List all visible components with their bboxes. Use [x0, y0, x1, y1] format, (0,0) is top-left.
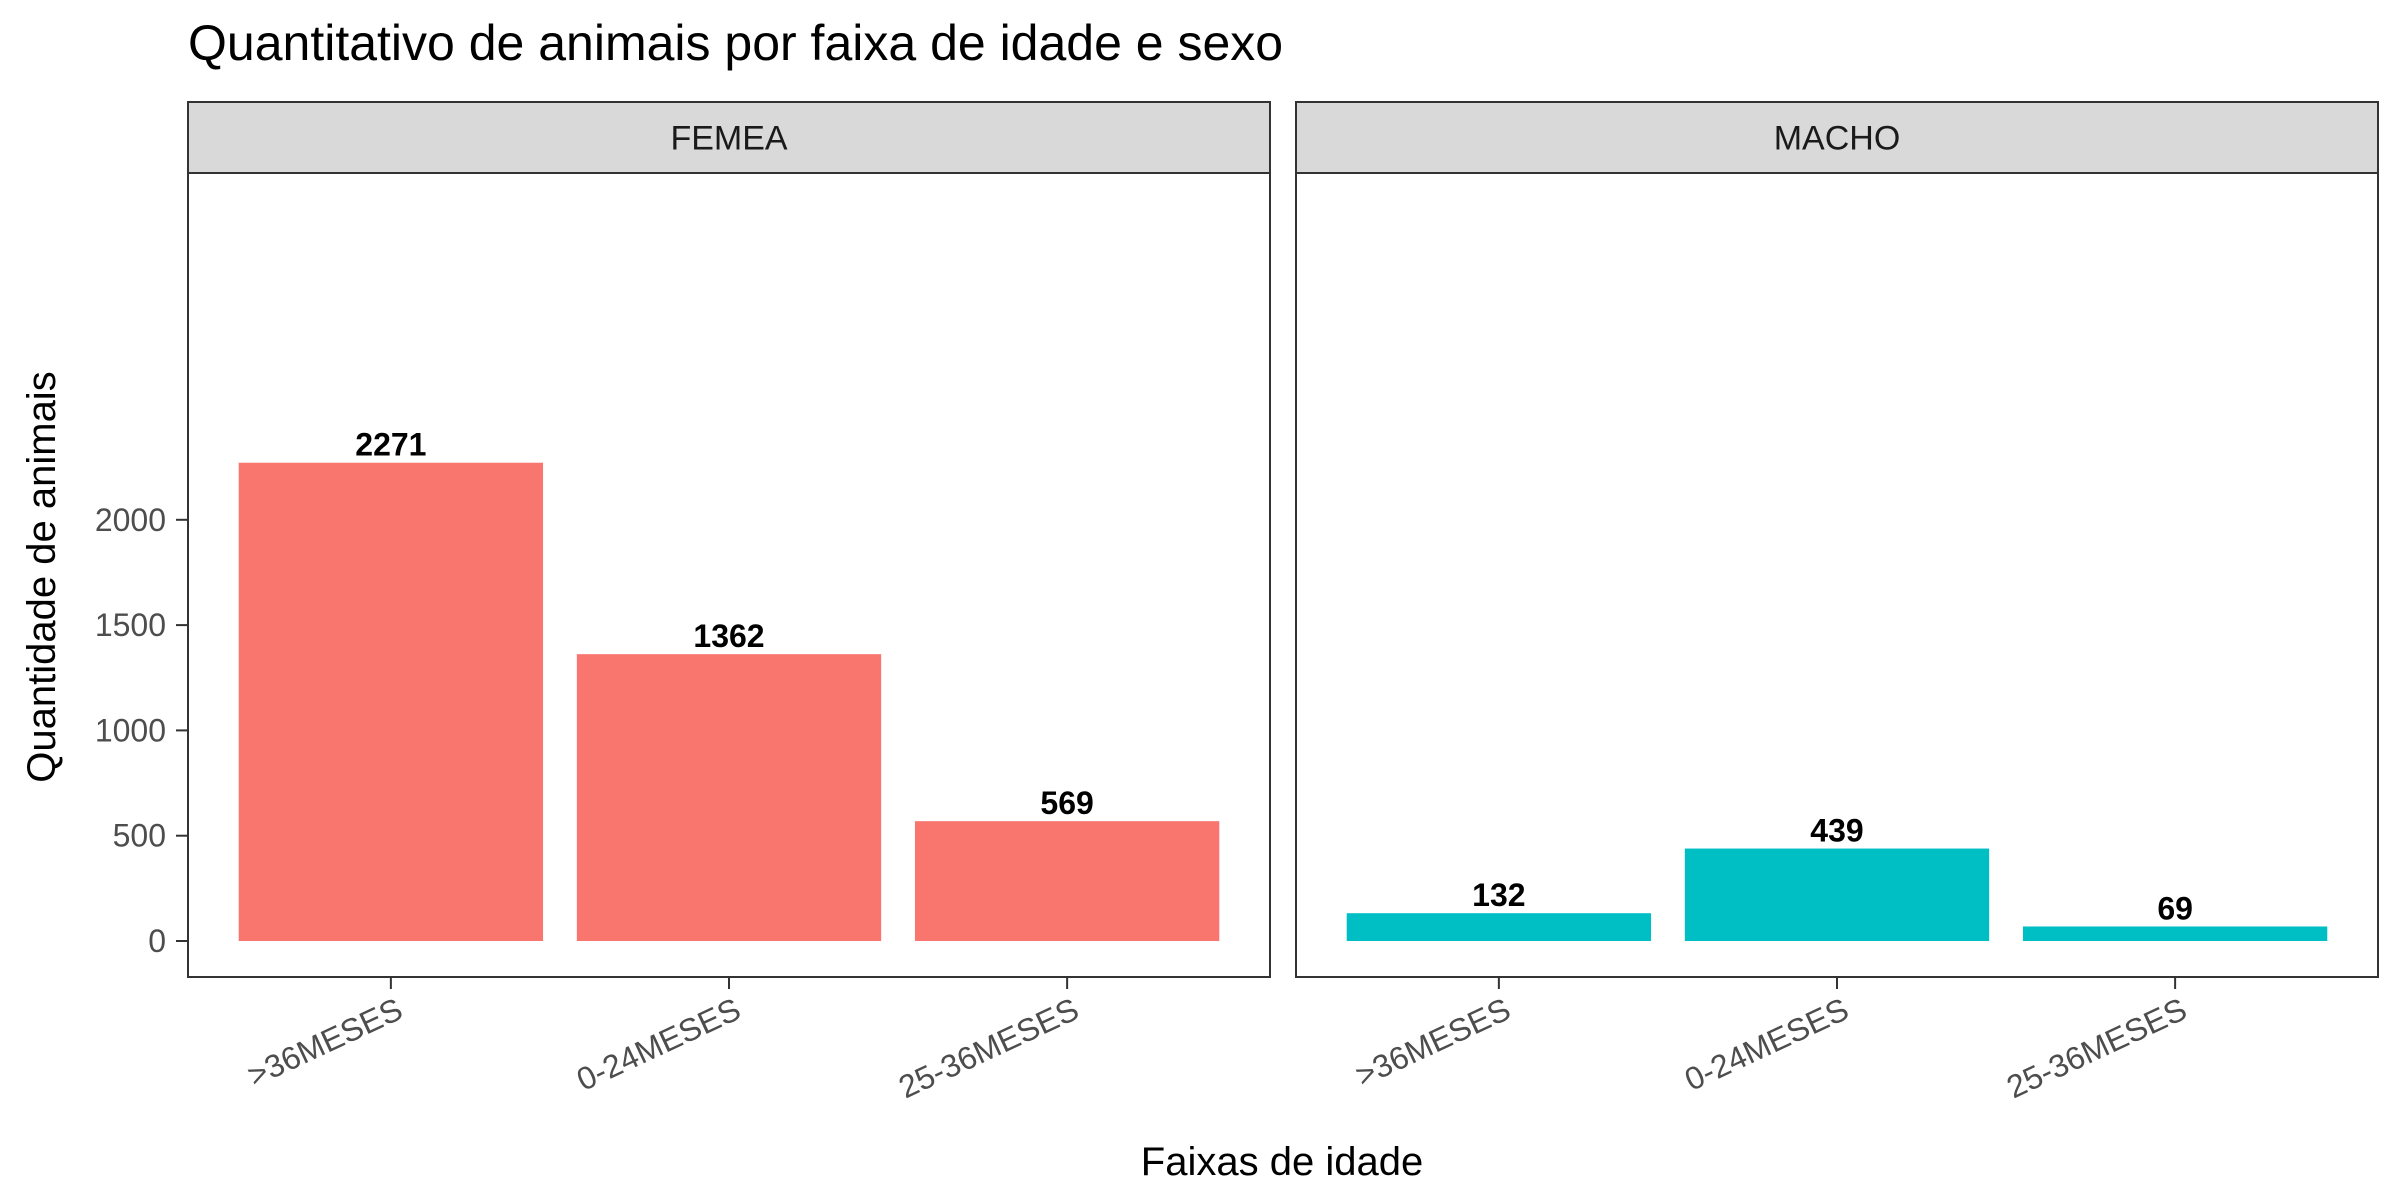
x-tick-label: 25-36MESES	[2001, 991, 2192, 1106]
data-label-femea-3: 569	[1040, 785, 1093, 821]
x-tick-label: >36MESES	[1350, 991, 1516, 1094]
facet-strip-label-femea: FEMEA	[670, 120, 787, 158]
plot-layer: 0 500 1000 1500 2000 FEMEA 2271 1362 569 >36MESES…	[95, 101, 2379, 1106]
x-axis-title: Faixas de idade	[1141, 1140, 1423, 1184]
chart-title: Quantitativo de animais por faixa de ida…	[188, 15, 1283, 71]
x-tick-label: >36MESES	[242, 991, 408, 1094]
y-tick-label: 1500	[95, 607, 166, 643]
data-label-macho-3: 69	[2157, 890, 2193, 926]
x-tick-label: 0-24MESES	[1679, 991, 1854, 1098]
x-tick-label: 0-24MESES	[571, 991, 746, 1098]
y-axis-title: Quantidade de animais	[20, 371, 64, 782]
data-label-femea-2: 1362	[693, 618, 764, 654]
x-tick-label: 25-36MESES	[893, 991, 1084, 1106]
y-tick-label: 2000	[95, 502, 166, 538]
facet-strip-macho	[1295, 101, 2379, 174]
panel-background-macho	[1296, 173, 2378, 977]
bar-macho-3	[2022, 926, 2328, 941]
y-tick-label: 500	[113, 818, 166, 854]
data-label-macho-2: 439	[1810, 813, 1863, 849]
facet-strip-label-macho: MACHO	[1774, 120, 1901, 158]
bar-femea-1	[238, 462, 544, 941]
bar-femea-3	[914, 821, 1220, 941]
bar-macho-1	[1346, 913, 1652, 941]
y-tick-label: 1000	[95, 712, 166, 748]
facet-strip-femea	[187, 101, 1271, 174]
bar-femea-2	[576, 654, 882, 941]
data-label-macho-1: 132	[1472, 877, 1525, 913]
data-label-femea-1: 2271	[355, 427, 426, 463]
y-tick-label: 0	[148, 923, 166, 959]
bar-macho-2	[1684, 848, 1990, 941]
